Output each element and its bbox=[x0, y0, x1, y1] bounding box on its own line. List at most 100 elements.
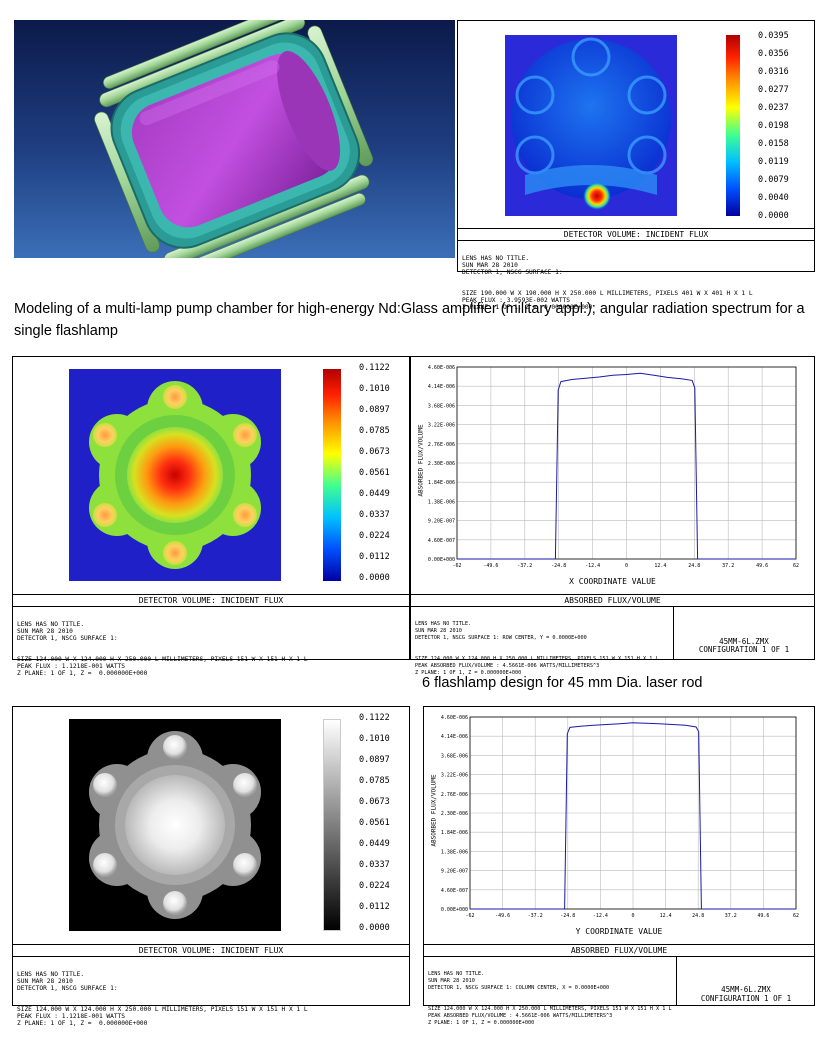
scale-label: 0.0785 bbox=[359, 776, 390, 786]
colorbar-jet-2 bbox=[323, 369, 341, 581]
flux-map-2 bbox=[69, 369, 281, 581]
y-tick-label: 4.14E-006 bbox=[441, 734, 468, 740]
y-tick-label: 3.22E-006 bbox=[441, 773, 468, 779]
scale-label: 0.0112 bbox=[359, 902, 390, 912]
scale-label: 0.1010 bbox=[359, 384, 390, 394]
x-tick-label: 37.2 bbox=[725, 913, 737, 919]
flux-map-3-grayscale bbox=[69, 719, 281, 931]
x-tick-label: 49.6 bbox=[756, 563, 768, 569]
scale-label: 0.0224 bbox=[359, 881, 390, 891]
y-tick-label: 9.20E-007 bbox=[428, 519, 455, 525]
scale-label: 0.0237 bbox=[758, 103, 789, 113]
y-tick-label: 4.14E-006 bbox=[428, 384, 455, 390]
x-tick-label: -49.6 bbox=[483, 563, 498, 569]
y-tick-label: 3.68E-006 bbox=[441, 753, 468, 759]
y-tick-label: 3.22E-006 bbox=[428, 423, 455, 429]
plot-footer-title: ABSORBED FLUX/VOLUME bbox=[570, 946, 668, 955]
scale-label: 0.1010 bbox=[359, 734, 390, 744]
x-tick-label: -24.8 bbox=[560, 913, 575, 919]
y-tick-label: 1.38E-006 bbox=[428, 499, 455, 505]
colorbar-jet-1 bbox=[726, 35, 740, 216]
x-tick-label: 62 bbox=[793, 913, 799, 919]
scale-label: 0.0000 bbox=[359, 573, 390, 583]
scale-label: 0.0158 bbox=[758, 139, 789, 149]
colorbar-scale-3: 0.1122 0.1010 0.0897 0.0785 0.0673 0.056… bbox=[359, 713, 409, 939]
colorbar-scale-2: 0.1122 0.1010 0.0897 0.0785 0.0673 0.056… bbox=[359, 363, 409, 589]
x-tick-label: 24.8 bbox=[692, 913, 704, 919]
scale-label: 0.0316 bbox=[758, 67, 789, 77]
y-tick-label: 4.60E-006 bbox=[441, 715, 468, 721]
plot-info: LENS HAS NO TITLE. SUN MAR 28 2010 DETECTO… bbox=[428, 971, 672, 1026]
scale-label: 0.0040 bbox=[758, 193, 789, 203]
y-tick-label: 1.84E-006 bbox=[441, 830, 468, 836]
detector-info-3: LENS HAS NO TITLE. SUN MAR 28 2010 DETECTO… bbox=[17, 971, 308, 1027]
detector-title-2: DETECTOR VOLUME: INCIDENT FLUX bbox=[138, 596, 284, 605]
y-tick-label: 3.68E-006 bbox=[428, 403, 455, 409]
flux-map-1 bbox=[505, 35, 677, 216]
chart-x-axis-label: Y COORDINATE VALUE bbox=[575, 927, 663, 936]
y-tick-label: 4.60E-007 bbox=[428, 538, 455, 544]
y-tick-label: 2.76E-006 bbox=[441, 792, 468, 798]
plot-config: CONFIGURATION 1 OF 1 bbox=[698, 645, 790, 654]
x-tick-label: -37.2 bbox=[517, 563, 532, 569]
scale-label: 0.0897 bbox=[359, 405, 390, 415]
scale-label: 0.0000 bbox=[758, 211, 789, 221]
y-tick-label: 2.76E-006 bbox=[428, 442, 455, 448]
scale-label: 0.0449 bbox=[359, 489, 390, 499]
series-line bbox=[470, 722, 796, 910]
x-tick-label: 49.6 bbox=[757, 913, 769, 919]
x-tick-label: 0 bbox=[631, 913, 634, 919]
scale-label: 0.0198 bbox=[758, 121, 789, 131]
chamber-3d-render bbox=[14, 20, 455, 258]
colorbar-scale-1: 0.0395 0.0356 0.0316 0.0277 0.0237 0.019… bbox=[758, 31, 808, 221]
scale-label: 0.0785 bbox=[359, 426, 390, 436]
y-tick-label: 4.60E-006 bbox=[428, 365, 455, 371]
detector-title-3: DETECTOR VOLUME: INCIDENT FLUX bbox=[138, 946, 284, 955]
x-tick-label: -62 bbox=[465, 913, 474, 919]
plot-footer-title: ABSORBED FLUX/VOLUME bbox=[564, 596, 661, 605]
scale-label: 0.1122 bbox=[359, 713, 390, 723]
chart-absorbed-flux-y: -62 -49.6 -37.2 -24.8 -12.4 0 12.4 24.8 37.2 49.6… bbox=[441, 715, 799, 919]
y-tick-label: 9.20E-007 bbox=[441, 869, 468, 875]
scale-label: 0.0224 bbox=[359, 531, 390, 541]
chart-x-axis-label: X COORDINATE VALUE bbox=[569, 577, 656, 586]
y-tick-label: 2.30E-006 bbox=[441, 811, 468, 817]
scale-label: 0.0395 bbox=[758, 31, 789, 41]
x-tick-label: -37.2 bbox=[528, 913, 543, 919]
colorbar-gray-3 bbox=[323, 719, 341, 931]
x-tick-label: 12.4 bbox=[660, 913, 672, 919]
absorbed-flux-plot-x: -62 -49.6 -37.2 -24.8 -12.4 0 12.4 24.8 37.2 49.6… bbox=[410, 356, 815, 676]
y-tick-label: 1.84E-006 bbox=[428, 480, 455, 486]
x-tick-label: -49.6 bbox=[495, 913, 510, 919]
x-tick-label: -12.4 bbox=[593, 913, 608, 919]
scale-label: 0.0561 bbox=[359, 818, 390, 828]
x-tick-label: 12.4 bbox=[654, 563, 666, 569]
scale-label: 0.0337 bbox=[359, 860, 390, 870]
detector-panel-1: 0.0395 0.0356 0.0316 0.0277 0.0237 0.019… bbox=[457, 20, 815, 311]
scale-label: 0.1122 bbox=[359, 363, 390, 373]
x-tick-label: -24.8 bbox=[551, 563, 566, 569]
chart-absorbed-flux-x: -62 -49.6 -37.2 -24.8 -12.4 0 12.4 24.8 37.2 49.6… bbox=[428, 365, 799, 569]
y-tick-label: 0.00E+000 bbox=[428, 557, 455, 563]
scale-label: 0.0277 bbox=[758, 85, 789, 95]
scale-label: 0.0561 bbox=[359, 468, 390, 478]
detector-info-2: LENS HAS NO TITLE. SUN MAR 28 2010 DETECTO… bbox=[17, 621, 308, 677]
y-tick-label: 4.60E-007 bbox=[441, 888, 468, 894]
chart-y-axis-label: ABSORBED FLUX/VOLUME bbox=[430, 774, 438, 847]
y-tick-label: 1.38E-006 bbox=[441, 849, 468, 855]
scale-label: 0.0000 bbox=[359, 923, 390, 933]
chamber-3d-graphic bbox=[94, 20, 374, 258]
x-tick-label: -12.4 bbox=[585, 563, 600, 569]
scale-label: 0.0673 bbox=[359, 797, 390, 807]
scale-label: 0.0356 bbox=[758, 49, 789, 59]
plot-file-name: 45MM-6L.ZMX bbox=[719, 637, 769, 646]
x-tick-label: -62 bbox=[452, 563, 461, 569]
detector-panel-2: 0.1122 0.1010 0.0897 0.0785 0.0673 0.056… bbox=[12, 356, 410, 677]
x-tick-label: 24.8 bbox=[688, 563, 700, 569]
scale-label: 0.0112 bbox=[359, 552, 390, 562]
scale-label: 0.0337 bbox=[359, 510, 390, 520]
plot-info: LENS HAS NO TITLE. SUN MAR 28 2010 DETECTO… bbox=[415, 621, 659, 676]
x-tick-label: 62 bbox=[793, 563, 799, 569]
absorbed-flux-plot-y: -62 -49.6 -37.2 -24.8 -12.4 0 12.4 24.8 37.2 49.6… bbox=[423, 706, 815, 1026]
detector-title-1: DETECTOR VOLUME: INCIDENT FLUX bbox=[563, 230, 709, 239]
